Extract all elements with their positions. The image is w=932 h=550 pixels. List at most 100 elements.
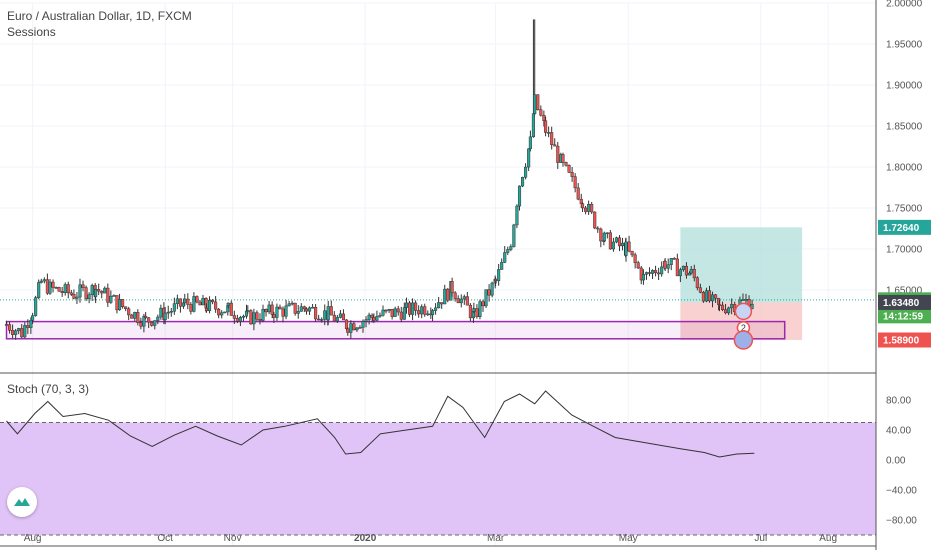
candle-up — [687, 272, 692, 276]
candle-down — [720, 304, 725, 310]
candle-down — [249, 310, 253, 325]
x-tick-label: Aug — [24, 533, 42, 544]
candle-up — [23, 325, 27, 338]
candle-down — [278, 306, 282, 310]
candle-down — [97, 289, 101, 292]
candle-up — [299, 306, 303, 312]
candle-up — [381, 309, 385, 316]
candle-up — [275, 306, 279, 318]
candle-up — [678, 269, 682, 277]
candle-down — [423, 306, 427, 315]
candle-up — [641, 274, 645, 281]
candle-down — [724, 309, 728, 314]
candle-down — [272, 314, 276, 318]
candle-down — [255, 312, 259, 320]
candle-up — [624, 241, 628, 256]
candle-up — [226, 302, 230, 306]
candle-down — [561, 154, 565, 163]
candle-down — [556, 145, 560, 163]
candle-up — [602, 232, 606, 241]
target-zone — [680, 227, 803, 303]
candle-down — [456, 298, 460, 304]
candle-down — [647, 272, 652, 274]
candle-up — [355, 327, 359, 331]
symbol-title: Euro / Australian Dollar, 1D, FXCM — [7, 9, 192, 23]
x-tick-label: Mar — [487, 533, 505, 544]
candle-down — [717, 304, 722, 306]
candle-down — [596, 227, 600, 230]
candle-down — [341, 313, 345, 321]
candle-up — [14, 330, 18, 335]
candle-up — [434, 307, 438, 311]
candle-down — [214, 301, 218, 310]
candle-up — [666, 264, 670, 269]
candle-down — [390, 309, 394, 317]
stoch-tick-label: 40.00 — [886, 426, 911, 437]
candle-down — [121, 299, 125, 308]
candle-down — [370, 314, 374, 318]
candle-down — [144, 315, 148, 318]
candle-down — [302, 306, 306, 310]
marker-count: 2 — [741, 323, 746, 333]
candle-up — [484, 289, 488, 307]
candle-up — [223, 311, 227, 314]
candle-up — [367, 314, 371, 320]
candle-down — [542, 114, 546, 122]
candle-down — [465, 296, 469, 306]
candle-up — [704, 290, 709, 302]
stoch-line — [6, 390, 755, 458]
candle-down — [633, 254, 637, 264]
price-tag-label: 1.63480 — [883, 298, 920, 309]
candle-down — [539, 109, 543, 116]
candle-down — [211, 299, 215, 303]
candle-down — [584, 207, 588, 212]
candle-up — [472, 308, 476, 312]
candle-down — [115, 295, 119, 311]
candle-up — [287, 303, 291, 307]
candle-up — [750, 303, 754, 309]
candle-up — [133, 312, 137, 319]
candle-up — [183, 298, 187, 304]
candle-down — [81, 284, 85, 288]
candle-down — [11, 330, 15, 335]
candle-up — [527, 148, 531, 168]
candle-down — [639, 267, 643, 281]
candle-up — [462, 296, 466, 300]
tradingview-logo-icon[interactable] — [7, 487, 37, 517]
candle-down — [66, 284, 70, 294]
candle-up — [431, 310, 435, 316]
x-tick-label: 2020 — [354, 533, 377, 544]
y-tick-label: 1.70000 — [886, 245, 923, 256]
candle-up — [39, 280, 43, 283]
candle-down — [672, 258, 676, 260]
candle-up — [689, 268, 693, 274]
candle-up — [252, 312, 256, 325]
candle-down — [20, 328, 24, 338]
candle-up — [547, 132, 551, 134]
candle-up — [241, 315, 246, 318]
candle-down — [564, 162, 568, 166]
candle-down — [8, 324, 12, 331]
candle-down — [630, 250, 634, 256]
candle-down — [314, 306, 318, 320]
indicator-label: Sessions — [7, 25, 56, 39]
candle-up — [411, 302, 415, 315]
price-tag-target — [878, 219, 931, 235]
candle-down — [124, 306, 128, 310]
candle-up — [517, 185, 522, 207]
candle-up — [78, 284, 82, 298]
candle-up — [364, 319, 368, 322]
candle-down — [130, 314, 134, 319]
candle-down — [127, 308, 131, 316]
candle-down — [84, 287, 88, 299]
candle-up — [490, 282, 494, 296]
candle-up — [478, 301, 482, 317]
candle-up — [90, 285, 94, 296]
candle-up — [326, 306, 330, 321]
candle-up — [220, 312, 224, 316]
candle-down — [235, 318, 239, 322]
flag-marker-icon — [733, 330, 754, 350]
candle-up — [192, 296, 196, 312]
candle-up — [75, 296, 79, 299]
